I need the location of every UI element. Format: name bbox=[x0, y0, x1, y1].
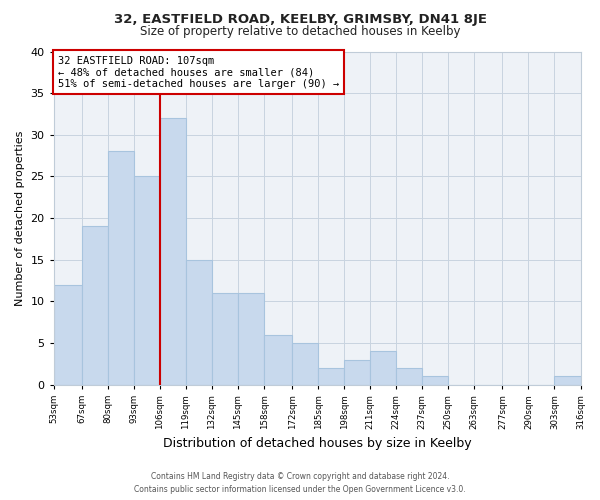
Bar bbox=[396, 368, 422, 385]
Bar bbox=[186, 260, 212, 385]
Bar bbox=[554, 376, 581, 385]
Bar bbox=[292, 343, 318, 385]
Bar bbox=[82, 226, 108, 385]
Y-axis label: Number of detached properties: Number of detached properties bbox=[15, 130, 25, 306]
Bar bbox=[54, 285, 82, 385]
Bar bbox=[238, 293, 264, 385]
Bar bbox=[108, 152, 134, 385]
Bar bbox=[344, 360, 370, 385]
Bar bbox=[134, 176, 160, 385]
Text: 32 EASTFIELD ROAD: 107sqm
← 48% of detached houses are smaller (84)
51% of semi-: 32 EASTFIELD ROAD: 107sqm ← 48% of detac… bbox=[58, 56, 339, 89]
Bar bbox=[370, 352, 396, 385]
Bar bbox=[422, 376, 448, 385]
Bar bbox=[318, 368, 344, 385]
Text: Size of property relative to detached houses in Keelby: Size of property relative to detached ho… bbox=[140, 25, 460, 38]
Bar bbox=[160, 118, 186, 385]
Text: 32, EASTFIELD ROAD, KEELBY, GRIMSBY, DN41 8JE: 32, EASTFIELD ROAD, KEELBY, GRIMSBY, DN4… bbox=[113, 12, 487, 26]
X-axis label: Distribution of detached houses by size in Keelby: Distribution of detached houses by size … bbox=[163, 437, 472, 450]
Text: Contains HM Land Registry data © Crown copyright and database right 2024.
Contai: Contains HM Land Registry data © Crown c… bbox=[134, 472, 466, 494]
Bar bbox=[264, 335, 292, 385]
Bar bbox=[212, 293, 238, 385]
